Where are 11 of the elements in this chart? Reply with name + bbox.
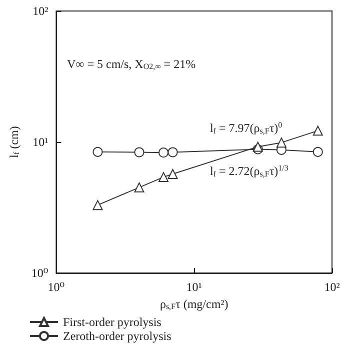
y-axis-title: lf (cm) [7, 126, 21, 158]
x-tick-label: 10¹ [186, 280, 202, 294]
legend-label: Zeroth-order pyrolysis [63, 329, 172, 343]
y-tick-label: 10⁰ [31, 266, 48, 280]
y-tick-label: 10¹ [32, 135, 49, 149]
x-tick-label: 10⁰ [48, 280, 65, 294]
y-tick-label: 10² [32, 4, 49, 18]
x-tick-label: 10² [324, 280, 340, 294]
annotation: V∞ = 5 cm/s, XO2,∞ = 21% [67, 57, 196, 71]
x-axis-title: ρs,Fτ (mg/cm²) [160, 296, 228, 311]
legend-label: First-order pyrolysis [63, 315, 162, 329]
